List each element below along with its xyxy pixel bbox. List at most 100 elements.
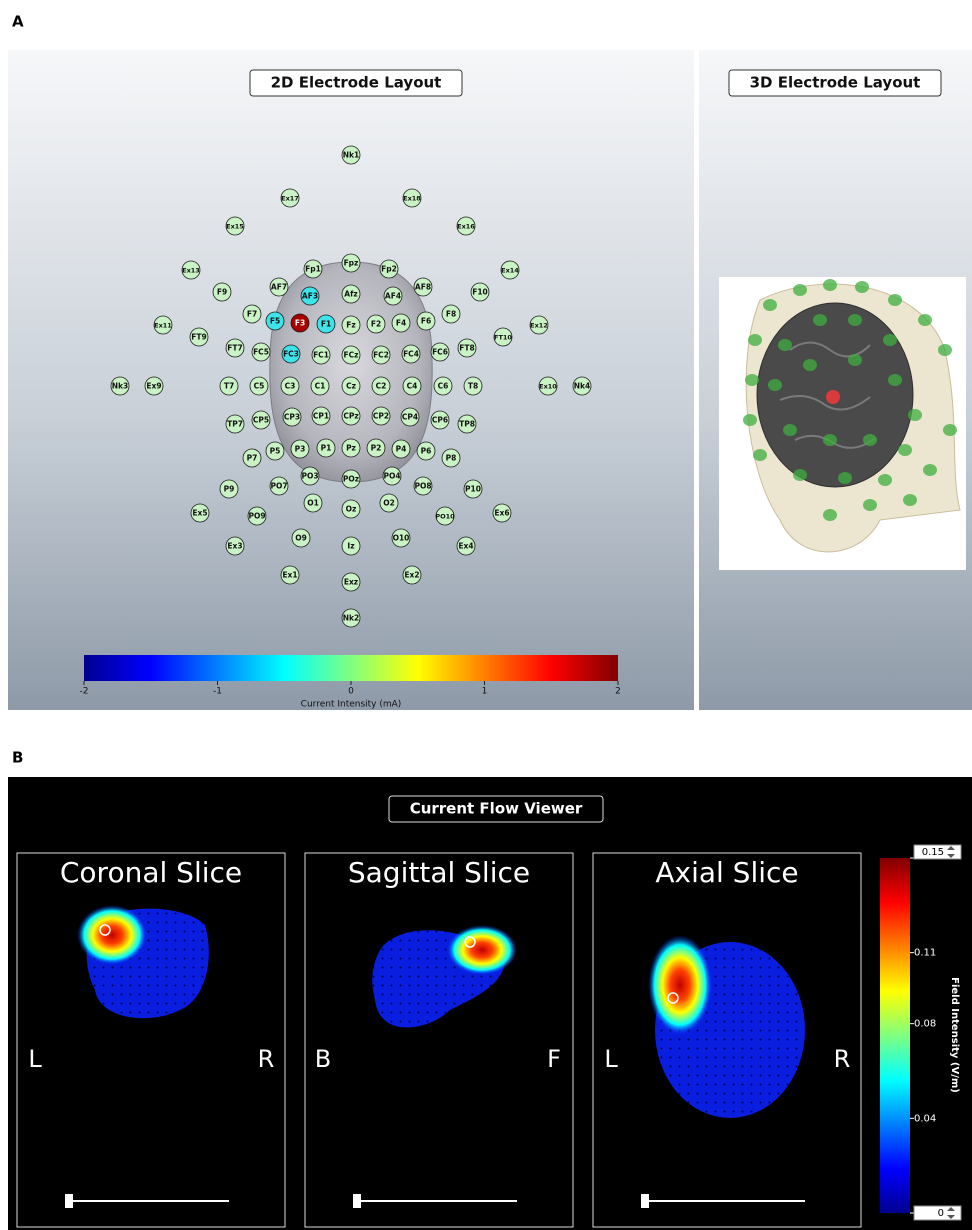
electrode-label: Ex5 [192,509,207,518]
electrode-label: Ex14 [501,267,519,275]
electrode-label: C5 [254,382,265,391]
electrode-3d [778,339,792,351]
electrode-label: Ex6 [494,509,509,518]
electrode-label: F8 [446,310,456,319]
electrode-label: Nk3 [112,382,128,391]
electrode-label: POz [343,475,359,484]
tick-label: 0.11 [914,948,936,959]
electrode-label: Ex3 [227,542,242,551]
orientation-right: R [834,1045,851,1073]
electrode-label: F1 [321,320,331,329]
range-value: 0 [938,1208,944,1219]
electrode-label: P2 [371,444,382,453]
electrode-label: Nk1 [343,151,359,160]
figure: A 2D Electrode Layout 3D Electrode Layou… [0,0,972,1230]
electrode-3d [793,284,807,296]
head-3d [719,277,966,570]
electrode-label: F9 [217,288,227,297]
slider-handle[interactable] [641,1194,649,1208]
slices: Coronal SliceLRSagittal SliceBFAxial Sli… [17,853,861,1227]
electrode-label: F10 [472,288,488,297]
electrode-label: PO9 [248,512,265,521]
electrode-label: CPz [343,412,358,421]
slider-handle[interactable] [65,1194,73,1208]
electrode-label: Ex4 [458,542,473,551]
electrode-label: CP4 [402,413,418,422]
electrode-3d [753,449,767,461]
electrode-label: Iz [347,542,354,551]
electrode-label: TP8 [459,420,475,429]
electrode-label: T7 [224,382,234,391]
electrode-3d [823,509,837,521]
electrode-label: FT10 [494,334,512,342]
electrode-label: Fp2 [381,265,397,274]
electrode-label: PO4 [383,472,400,481]
electrode-label: Ex10 [539,383,557,391]
electrode-3d [878,474,892,486]
electrode-label: FT7 [227,344,242,353]
viewer-title: Current Flow Viewer [410,800,583,818]
tick-label: 0.08 [914,1019,936,1030]
electrode-label: Ex12 [530,322,548,330]
electrode-label: Ex18 [403,195,421,203]
electrode-label: Fpz [344,259,359,268]
electrode-3d [855,281,869,293]
electrode-label: F5 [270,317,280,326]
electrode-label: O1 [307,499,319,508]
layout-3d-title: 3D Electrode Layout [750,74,921,92]
electrode-3d [903,494,917,506]
electrode-label: FC6 [432,348,448,357]
orientation-left: B [315,1045,331,1073]
electrode-label: P7 [247,454,258,463]
electrode-label: Ex1 [282,571,297,580]
orientation-left: L [28,1045,42,1073]
electrode-3d [888,294,902,306]
electrode-label: Cz [346,382,356,391]
electrode-label: P3 [295,445,306,454]
active-electrode-3d [826,390,840,404]
slice-title: Sagittal Slice [348,856,530,889]
electrode-3d [768,379,782,391]
electrode-label: CP1 [313,412,329,421]
electrode-label: Pz [346,444,356,453]
electrode-label: FC2 [373,351,389,360]
electrode-3d [908,409,922,421]
layout-2d-title: 2D Electrode Layout [271,74,442,92]
current-colorbar-label: Current Intensity (mA) [301,700,402,710]
electrode-label: P10 [465,485,481,494]
field-colorbar [880,858,910,1213]
electrode-3d [763,299,777,311]
electrode-label: Ex17 [281,195,299,203]
electrode-3d [783,424,797,436]
range-value: 0.15 [922,847,944,858]
electrode-label: FCz [344,351,359,360]
electrode-label: Exz [344,578,358,587]
slider-handle[interactable] [353,1194,361,1208]
electrode-label: Fp1 [305,265,321,274]
electrode-3d [793,469,807,481]
electrode-label: FC3 [283,350,299,359]
electrode-label: C2 [376,382,387,391]
electrode-label: PO8 [414,482,431,491]
electrode-label: C1 [315,382,326,391]
electrode-label: Ex15 [226,223,244,231]
electrode-3d [938,344,952,356]
electrode-3d [918,314,932,326]
tick-label: -2 [80,687,89,697]
electrode-label: PO3 [301,472,318,481]
slice-title: Coronal Slice [60,856,242,889]
electrode-label: FC4 [403,350,419,359]
current-colorbar [84,655,618,681]
panel-label: B [12,749,23,767]
electrode-label: FC5 [253,348,269,357]
orientation-right: R [258,1045,275,1073]
electrode-label: Oz [346,505,357,514]
tick-label: 0 [348,687,354,697]
electrode-label: P9 [224,485,235,494]
electrode-label: AF7 [271,283,287,292]
slice-title: Axial Slice [655,856,798,889]
electrode-label: O2 [383,499,395,508]
electrode-label: CP3 [284,413,300,422]
electrode-label: F2 [371,320,381,329]
electrode-3d [748,334,762,346]
